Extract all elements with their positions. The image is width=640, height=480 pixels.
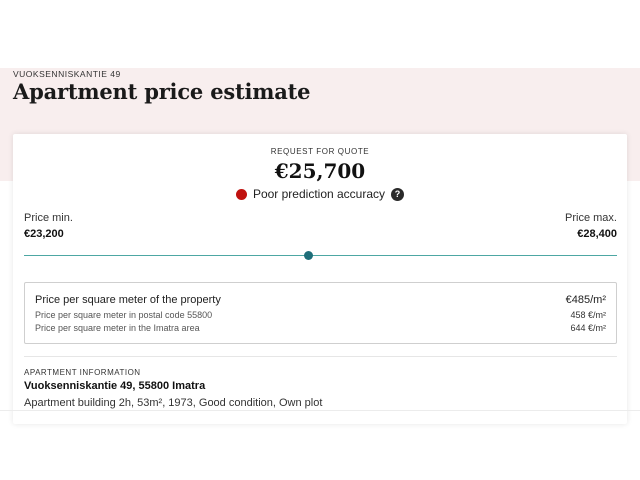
sqm-postal-label: Price per square meter in postal code 55…: [35, 310, 213, 320]
apartment-address: Vuoksenniskantie 49, 55800 Imatra: [24, 380, 206, 392]
help-icon[interactable]: ?: [391, 187, 405, 201]
bottom-rule: [0, 410, 640, 411]
prediction-accuracy: Poor prediction accuracy ?: [13, 187, 627, 201]
sqm-property-row: Price per square meter of the property €…: [35, 294, 606, 306]
apartment-details: Apartment building 2h, 53m², 1973, Good …: [24, 397, 323, 409]
sqm-property-label: Price per square meter of the property: [35, 294, 221, 306]
price-range-track: [24, 255, 617, 256]
sqm-property-value: €485/m²: [565, 294, 606, 306]
sqm-postal-row: Price per square meter in postal code 55…: [35, 310, 606, 320]
sqm-postal-value: 458 €/m²: [570, 310, 606, 320]
sqm-area-value: 644 €/m²: [570, 323, 606, 333]
apartment-info-heading: APARTMENT INFORMATION: [24, 368, 141, 377]
price-min-label: Price min.: [24, 212, 73, 224]
price-min-value: €23,200: [24, 228, 64, 240]
price-max-label: Price max.: [565, 212, 617, 224]
price-max-value: €28,400: [577, 228, 617, 240]
sqm-area-row: Price per square meter in the Imatra are…: [35, 323, 606, 333]
section-divider: [24, 356, 617, 357]
price-estimate-marker: [304, 251, 314, 260]
page-title: Apartment price estimate: [13, 79, 311, 104]
sqm-area-label: Price per square meter in the Imatra are…: [35, 323, 200, 333]
price-per-sqm-box: Price per square meter of the property €…: [24, 282, 617, 344]
estimate-card: REQUEST FOR QUOTE €25,700 Poor predictio…: [13, 134, 627, 424]
accuracy-text: Poor prediction accuracy: [252, 187, 386, 201]
estimated-price: €25,700: [274, 159, 366, 183]
request-quote-label: REQUEST FOR QUOTE: [270, 147, 370, 156]
accuracy-status-icon: [235, 188, 247, 200]
address-kicker: VUOKSENNISKANTIE 49: [13, 69, 121, 79]
